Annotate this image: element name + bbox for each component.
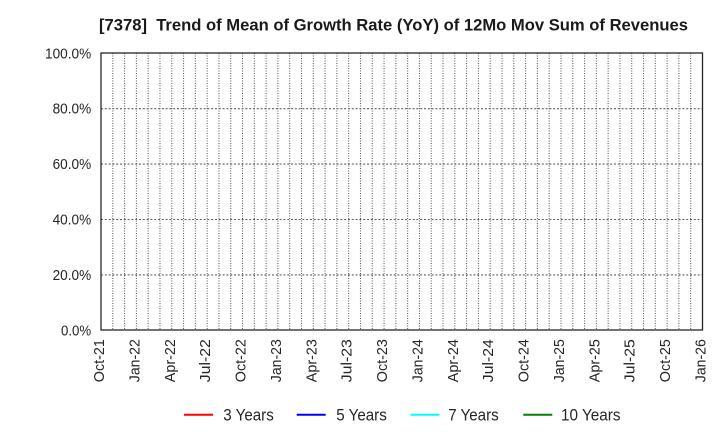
svg-text:Jan-23: Jan-23 (268, 339, 285, 382)
svg-text:Apr-25: Apr-25 (586, 339, 603, 382)
svg-text:40.0%: 40.0% (53, 212, 92, 229)
svg-text:Oct-23: Oct-23 (374, 339, 391, 382)
svg-text:Apr-22: Apr-22 (162, 339, 179, 382)
svg-text:Jan-22: Jan-22 (126, 339, 143, 382)
svg-text:Oct-21: Oct-21 (91, 339, 108, 382)
svg-text:80.0%: 80.0% (53, 101, 92, 118)
svg-text:Apr-24: Apr-24 (445, 339, 462, 382)
svg-text:Jul-23: Jul-23 (339, 339, 356, 382)
svg-text:Jul-25: Jul-25 (622, 339, 639, 382)
svg-text:[7378] Trend of Mean of Growt: [7378] Trend of Mean of Growth Rate (YoY… (99, 17, 688, 35)
svg-text:Jan-26: Jan-26 (693, 339, 710, 382)
svg-text:0.0%: 0.0% (61, 322, 91, 339)
svg-text:7 Years: 7 Years (448, 406, 499, 424)
svg-text:Oct-25: Oct-25 (657, 339, 674, 382)
svg-text:Jul-22: Jul-22 (197, 339, 214, 382)
svg-text:10 Years: 10 Years (561, 406, 621, 424)
svg-text:20.0%: 20.0% (53, 267, 92, 284)
svg-text:Jul-24: Jul-24 (480, 339, 497, 382)
svg-text:Jan-25: Jan-25 (551, 339, 568, 382)
svg-text:Oct-24: Oct-24 (516, 339, 533, 382)
svg-text:5 Years: 5 Years (336, 406, 387, 424)
svg-text:Apr-23: Apr-23 (303, 339, 320, 382)
svg-text:100.0%: 100.0% (45, 45, 91, 62)
svg-text:Jan-24: Jan-24 (409, 339, 426, 382)
svg-text:3 Years: 3 Years (223, 406, 273, 424)
svg-text:60.0%: 60.0% (53, 156, 92, 173)
svg-text:Oct-22: Oct-22 (233, 339, 250, 382)
